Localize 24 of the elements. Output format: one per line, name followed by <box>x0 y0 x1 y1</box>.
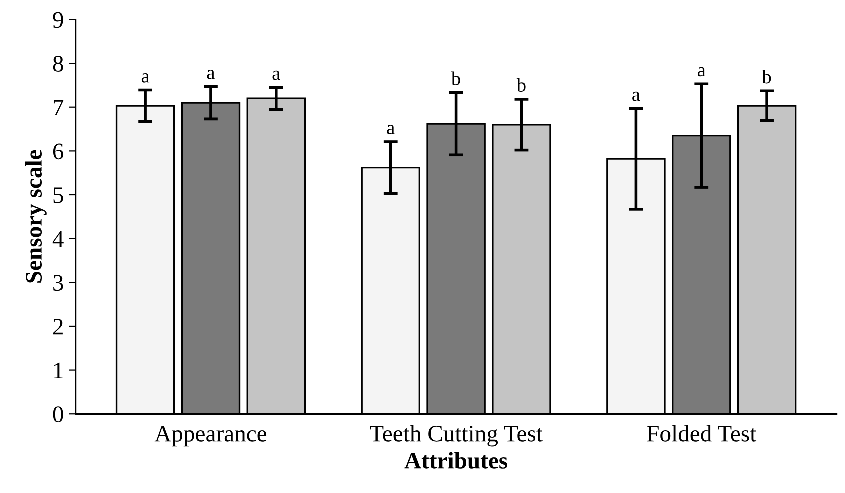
data-label: a <box>387 125 395 135</box>
y-tick-label: 0 <box>53 406 64 423</box>
y-tick-label: 5 <box>54 188 64 204</box>
y-tick-label: 7 <box>54 100 64 116</box>
x-tick-label: Appearance <box>154 426 267 447</box>
data-label: b <box>762 70 772 84</box>
x-axis-title: Attributes <box>404 452 508 469</box>
data-label: a <box>207 70 216 80</box>
y-tick-label: 9 <box>53 12 64 28</box>
y-tick-label: 4 <box>52 231 64 248</box>
y-tick-label: 2 <box>53 319 63 335</box>
data-label: a <box>272 70 280 80</box>
y-axis-title: Sensory scale <box>25 150 47 283</box>
data-label: a <box>698 67 706 77</box>
data-label: b <box>451 72 460 86</box>
y-tick-label: 3 <box>54 275 64 292</box>
data-label: b <box>516 78 526 92</box>
y-tick-label: 8 <box>53 56 64 72</box>
y-tick-label: 1 <box>54 362 63 378</box>
x-tick-label: Teeth Cutting Test <box>370 425 543 447</box>
data-label: a <box>142 74 150 83</box>
x-tick-label: Folded Test <box>647 425 757 442</box>
data-label: a <box>632 92 640 102</box>
y-tick-label: 6 <box>53 144 64 160</box>
